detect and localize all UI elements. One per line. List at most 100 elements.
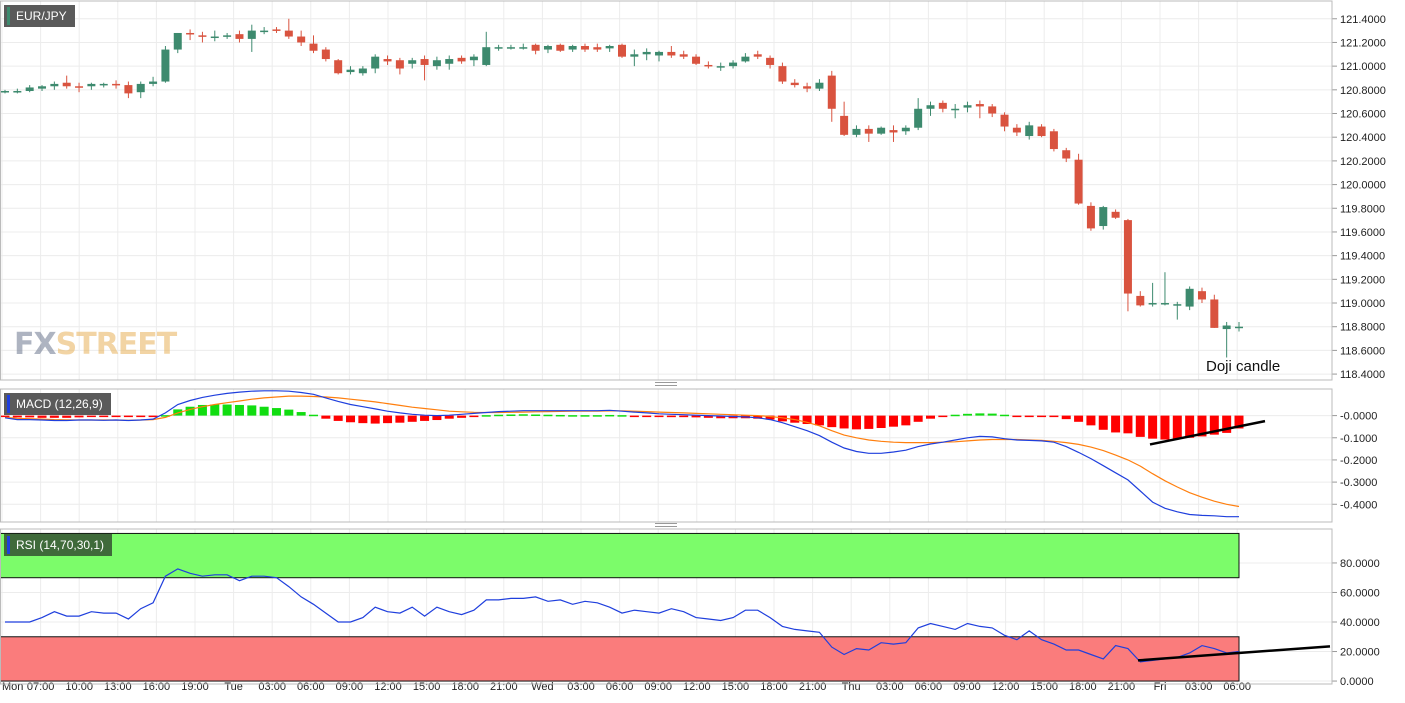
y-tick-label: 120.2000 [1340,156,1386,168]
candle-body-up [260,30,269,33]
candle-body-down [112,83,121,86]
macd-histogram-bar [592,415,602,417]
macd-histogram-bar [716,415,726,419]
macd-histogram-bar [851,415,861,430]
candle-body-down [1037,126,1046,137]
macd-label[interactable]: MACD (12,26,9) [4,393,111,415]
x-tick-label: Fri [1154,681,1167,693]
rsi-label-text: RSI (14,70,30,1) [16,538,105,552]
macd-histogram-bar [1160,415,1170,440]
y-tick-label: 121.2000 [1340,37,1386,49]
macd-histogram-bar [321,415,331,419]
x-tick-label: Mon [2,681,23,693]
candle-body-up [1160,303,1169,305]
x-tick-label: 18:00 [1069,681,1097,693]
panel-frames [0,0,1333,685]
y-tick-label: 118.8000 [1340,322,1385,334]
candle-body-down [334,60,343,74]
x-tick-label: 10:00 [65,681,93,693]
annotations [1137,419,1331,662]
macd-histogram-bar [1111,415,1121,433]
candle-body-up [494,47,503,49]
price-candles [1,18,1243,358]
macd-histogram-bar [1074,415,1084,422]
candle-body-up [877,127,886,134]
x-tick-label: 06:00 [606,681,634,693]
candle-body-down [321,49,330,60]
candle-body-up [25,87,34,92]
macd-histogram-bar [814,415,824,426]
doji-annotation: Doji candle [1206,358,1281,375]
candle-body-down [840,115,849,135]
candle-body-down [1197,291,1206,300]
candle-body-down [704,64,713,67]
macd-histogram-bar [1209,415,1219,435]
y-tick-label: -0.3000 [1340,477,1377,489]
y-tick-label: 121.0000 [1340,61,1386,73]
macd-trendline [1149,419,1266,446]
x-tick-label: 03:00 [1185,681,1213,693]
macd-histogram-bar [86,415,96,418]
y-tick-label: 60.0000 [1340,587,1380,599]
macd-histogram-bar [333,415,343,421]
macd-histogram-bar [531,414,541,416]
candle-body-up [371,56,380,69]
y-tick-label: 120.0000 [1340,180,1386,192]
macd-histogram-bar [309,414,318,417]
macd-histogram-bar [444,415,454,419]
y-tick-label: -0.4000 [1340,499,1377,511]
candle-body-up [210,36,219,39]
macd-histogram-bar [506,414,516,416]
y-tick-label: 119.0000 [1340,298,1385,310]
macd-panel [0,390,1244,518]
macd-histogram-bar [1049,415,1059,418]
symbol-label[interactable]: EUR/JPY [4,5,75,27]
candle-body-down [383,59,392,62]
x-tick-label: 06:00 [1223,681,1251,693]
macd-histogram-bar [234,404,244,416]
candle-body-down [272,29,281,31]
candle-body-up [99,83,108,86]
candle-body-up [642,51,651,55]
x-tick-label: 03:00 [567,681,595,693]
x-tick-label: 21:00 [1108,681,1136,693]
macd-label-text: MACD (12,26,9) [16,397,103,411]
macd-histogram-bar [469,415,479,418]
macd-histogram-bar [346,415,356,423]
candle-body-down [864,128,873,134]
macd-histogram-bar [271,408,281,416]
macd-histogram-bar [481,415,491,417]
symbol-text: EUR/JPY [16,9,67,23]
candle-body-up [469,56,478,61]
candle-body-down [790,82,799,86]
candle-body-down [667,51,676,56]
macd-histogram-bar [642,415,652,418]
candle-body-up [543,46,552,50]
macd-histogram-bar [987,413,997,416]
rsi-label[interactable]: RSI (14,70,30,1) [4,534,113,556]
y-tick-label: 120.4000 [1340,132,1386,144]
x-tick-label: 15:00 [413,681,441,693]
macd-histogram-bar [666,415,676,418]
candle-body-up [445,59,454,64]
candle-body-down [309,43,318,51]
x-tick-label: 16:00 [143,681,171,693]
candle-body-up [358,68,367,74]
candle-body-up [630,54,639,57]
candle-body-up [716,66,725,68]
panel-frame-0 [0,0,1333,381]
y-tick-label: -0.2000 [1340,455,1377,467]
macd-histogram-bar [1061,415,1071,420]
candle-body-down [1086,205,1095,229]
macd-histogram-bar [765,415,775,420]
macd-histogram-bar [37,415,47,418]
candle-body-down [778,66,787,82]
macd-histogram-bar [210,404,220,416]
macd-histogram-bar [1222,415,1232,433]
macd-histogram-bar [123,415,133,418]
macd-histogram-bar [49,415,59,418]
candle-body-up [50,83,59,87]
fxstreet-watermark: FXSTREET [14,327,177,362]
candle-body-down [531,44,540,51]
candle-body-up [161,49,170,82]
